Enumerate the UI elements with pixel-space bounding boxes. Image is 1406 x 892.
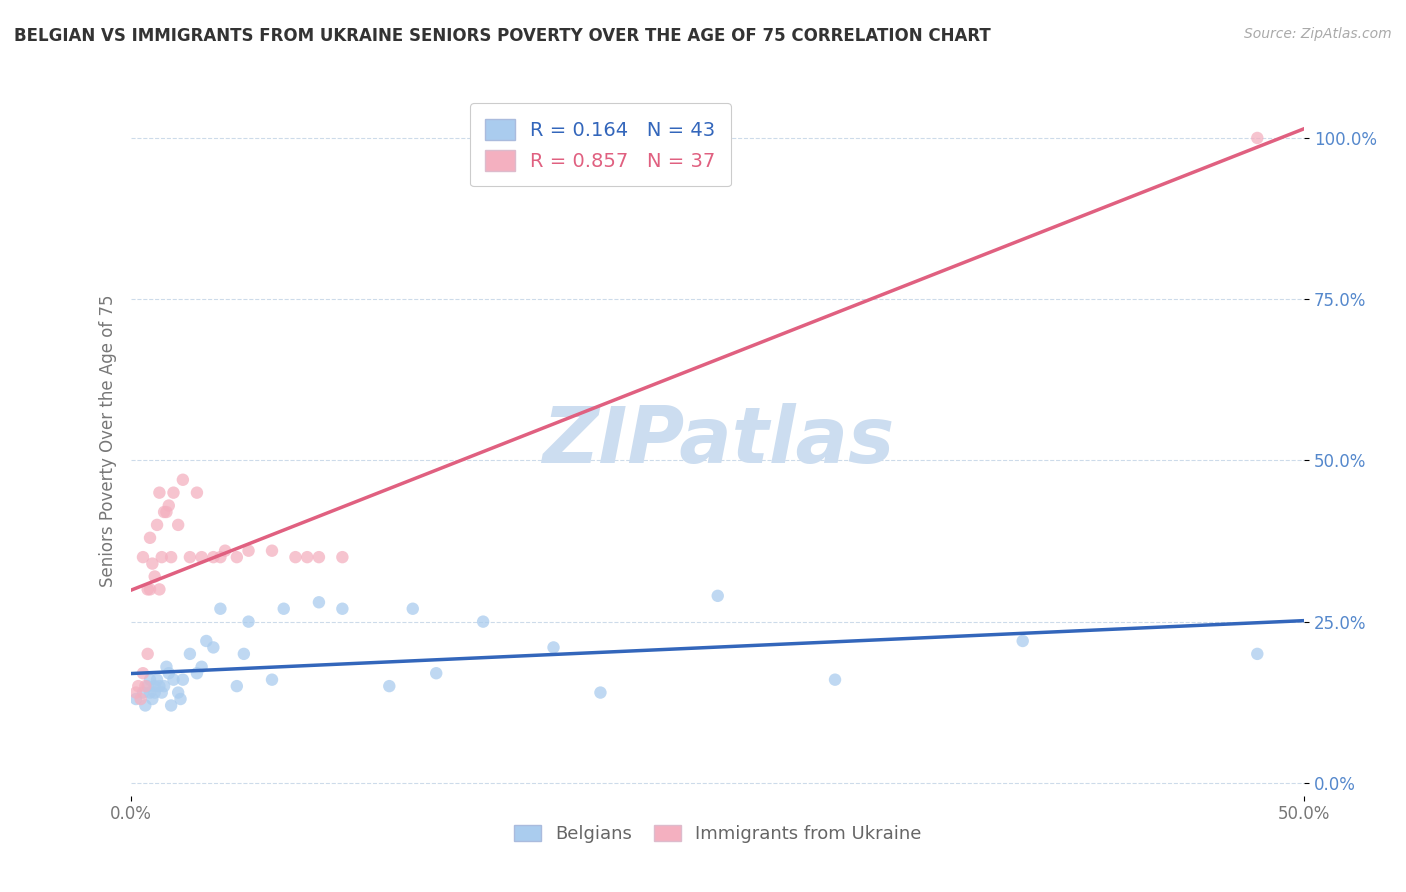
Point bbox=[179, 550, 201, 565]
Point bbox=[153, 679, 176, 693]
Point bbox=[273, 601, 295, 615]
Point bbox=[155, 505, 177, 519]
Point bbox=[160, 698, 183, 713]
Text: BELGIAN VS IMMIGRANTS FROM UKRAINE SENIORS POVERTY OVER THE AGE OF 75 CORRELATIO: BELGIAN VS IMMIGRANTS FROM UKRAINE SENIO… bbox=[14, 27, 991, 45]
Point bbox=[150, 685, 173, 699]
Point bbox=[125, 685, 148, 699]
Point bbox=[143, 685, 166, 699]
Point bbox=[186, 485, 208, 500]
Point bbox=[179, 647, 201, 661]
Point bbox=[143, 569, 166, 583]
Point bbox=[543, 640, 565, 655]
Point bbox=[1246, 131, 1268, 145]
Point bbox=[141, 692, 163, 706]
Point bbox=[589, 685, 612, 699]
Point bbox=[260, 543, 283, 558]
Point bbox=[308, 595, 330, 609]
Point bbox=[706, 589, 728, 603]
Point bbox=[202, 640, 225, 655]
Point bbox=[190, 660, 212, 674]
Legend: Belgians, Immigrants from Ukraine: Belgians, Immigrants from Ukraine bbox=[506, 818, 929, 851]
Point bbox=[402, 601, 425, 615]
Point bbox=[378, 679, 401, 693]
Point bbox=[139, 685, 162, 699]
Point bbox=[136, 679, 159, 693]
Point bbox=[167, 517, 190, 532]
Point bbox=[127, 679, 149, 693]
Point bbox=[332, 550, 354, 565]
Point bbox=[332, 601, 354, 615]
Point bbox=[150, 550, 173, 565]
Point bbox=[295, 550, 318, 565]
Point bbox=[157, 666, 180, 681]
Point bbox=[148, 679, 170, 693]
Point bbox=[125, 692, 148, 706]
Point bbox=[162, 673, 184, 687]
Text: ZIPatlas: ZIPatlas bbox=[541, 403, 894, 479]
Point bbox=[157, 499, 180, 513]
Point bbox=[153, 505, 176, 519]
Point bbox=[136, 582, 159, 597]
Point bbox=[148, 582, 170, 597]
Point bbox=[214, 543, 236, 558]
Point bbox=[129, 692, 152, 706]
Point bbox=[167, 685, 190, 699]
Point bbox=[172, 473, 194, 487]
Point bbox=[155, 660, 177, 674]
Point bbox=[209, 601, 232, 615]
Point bbox=[136, 647, 159, 661]
Point bbox=[132, 685, 155, 699]
Point bbox=[425, 666, 447, 681]
Point bbox=[1011, 634, 1033, 648]
Point bbox=[146, 673, 169, 687]
Point bbox=[132, 666, 155, 681]
Point bbox=[238, 543, 260, 558]
Point bbox=[143, 679, 166, 693]
Point bbox=[141, 557, 163, 571]
Point bbox=[172, 673, 194, 687]
Point bbox=[139, 531, 162, 545]
Point bbox=[260, 673, 283, 687]
Point bbox=[209, 550, 232, 565]
Point bbox=[134, 698, 156, 713]
Point bbox=[134, 679, 156, 693]
Point bbox=[195, 634, 218, 648]
Point bbox=[232, 647, 254, 661]
Point bbox=[225, 550, 247, 565]
Point bbox=[225, 679, 247, 693]
Point bbox=[148, 485, 170, 500]
Y-axis label: Seniors Poverty Over the Age of 75: Seniors Poverty Over the Age of 75 bbox=[100, 295, 117, 587]
Point bbox=[284, 550, 307, 565]
Point bbox=[308, 550, 330, 565]
Point bbox=[202, 550, 225, 565]
Point bbox=[146, 517, 169, 532]
Point bbox=[139, 673, 162, 687]
Point bbox=[238, 615, 260, 629]
Point bbox=[160, 550, 183, 565]
Point bbox=[162, 485, 184, 500]
Point bbox=[139, 582, 162, 597]
Point bbox=[132, 550, 155, 565]
Point bbox=[190, 550, 212, 565]
Point bbox=[186, 666, 208, 681]
Text: Source: ZipAtlas.com: Source: ZipAtlas.com bbox=[1244, 27, 1392, 41]
Point bbox=[1246, 647, 1268, 661]
Point bbox=[472, 615, 495, 629]
Point bbox=[824, 673, 846, 687]
Point bbox=[169, 692, 191, 706]
